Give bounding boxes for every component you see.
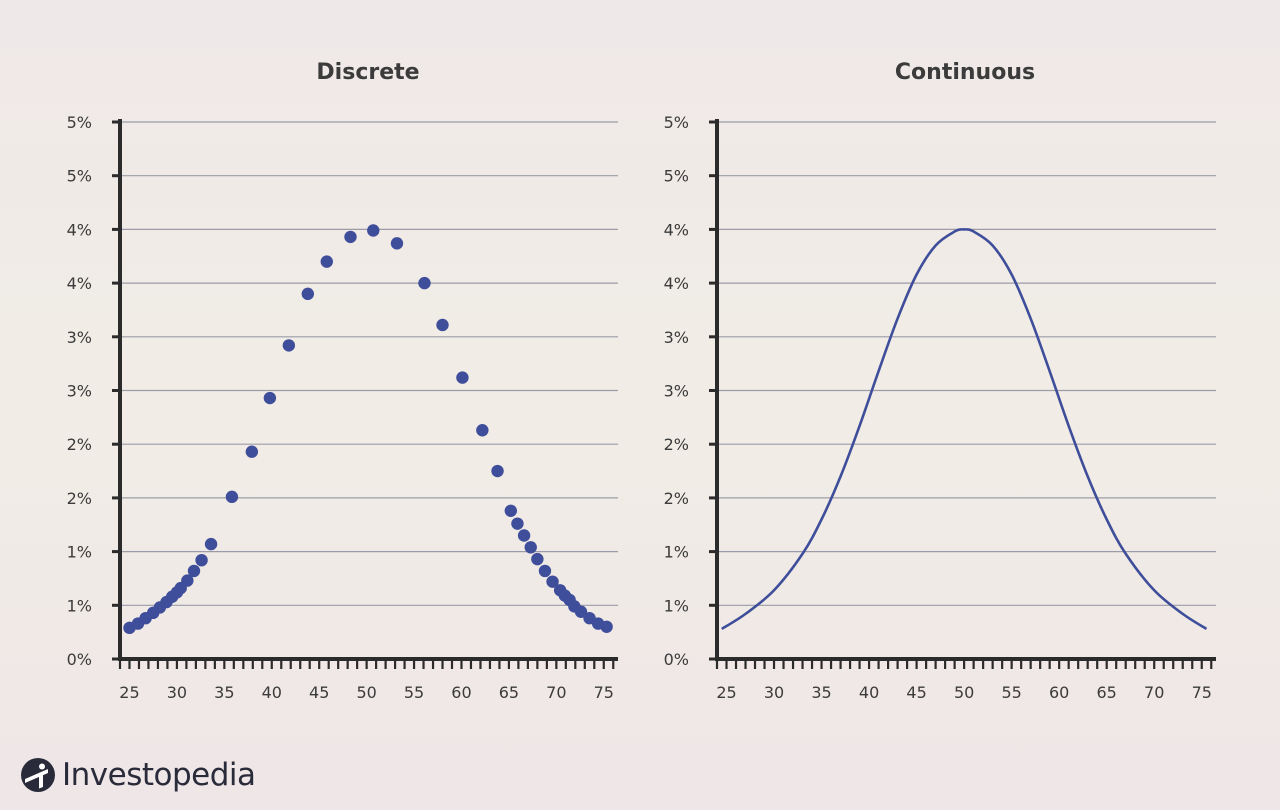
y-tick-label: 5% — [67, 113, 92, 132]
data-point — [538, 564, 552, 578]
data-point — [418, 276, 431, 290]
x-tick-label: 25 — [716, 683, 736, 702]
data-point — [320, 255, 333, 268]
discrete-chart: Discrete 0% 1% 1% 2% 2% 3% 3% 4% 4% 5% 5% 25 30 35 40 45… — [67, 60, 618, 702]
y-tick-label: 5% — [664, 113, 689, 132]
x-tick-label: 65 — [1097, 683, 1117, 702]
data-point — [546, 575, 559, 588]
x-tick-label: 60 — [451, 683, 471, 702]
chart-title: Discrete — [316, 60, 419, 85]
data-point — [531, 552, 544, 566]
x-tick-label: 50 — [954, 683, 974, 702]
data-point — [181, 574, 194, 587]
y-tick-label: 5% — [67, 167, 92, 186]
chart-title: Continuous — [895, 60, 1035, 85]
x-tick-label: 40 — [262, 683, 282, 702]
data-point — [524, 541, 537, 554]
investopedia-logo-text: Investopedia — [62, 757, 256, 793]
series-line — [721, 228, 1208, 631]
y-tick-label: 3% — [664, 382, 689, 401]
x-tick-label: 45 — [309, 683, 329, 702]
data-point — [344, 230, 357, 244]
data-point — [367, 224, 380, 237]
data-point — [436, 318, 449, 332]
x-tick-label: 65 — [499, 683, 519, 702]
x-tick-label: 70 — [1144, 683, 1164, 702]
y-tick-label: 1% — [67, 543, 92, 562]
data-point — [245, 445, 259, 458]
data-point — [511, 517, 524, 530]
y-tick-label: 2% — [67, 435, 92, 454]
y-tick-label: 1% — [67, 596, 92, 615]
data-point — [225, 490, 239, 504]
y-tick-label: 2% — [664, 489, 689, 508]
data-point — [504, 504, 518, 517]
y-tick-label: 4% — [67, 220, 92, 239]
y-tick-label: 5% — [664, 167, 689, 186]
y-tick-label: 3% — [67, 328, 92, 347]
y-tick-label: 1% — [664, 543, 689, 562]
x-tick-label: 50 — [356, 683, 376, 702]
data-point — [301, 287, 315, 301]
y-tick-label: 3% — [67, 382, 92, 401]
data-point — [600, 620, 613, 633]
y-tick-label: 4% — [664, 274, 689, 293]
investopedia-logo-icon — [21, 758, 55, 792]
x-tick-label: 25 — [119, 683, 139, 702]
y-tick-label: 2% — [67, 489, 92, 508]
data-point — [282, 339, 296, 352]
x-tick-label: 30 — [167, 683, 187, 702]
y-tick-label: 4% — [67, 274, 92, 293]
x-tick-label: 40 — [859, 683, 879, 702]
data-point — [263, 391, 277, 405]
y-tick-label: 2% — [664, 435, 689, 454]
data-point — [195, 553, 208, 567]
data-point — [491, 464, 504, 478]
y-tick-label: 3% — [664, 328, 689, 347]
x-tick-label: 75 — [1192, 683, 1212, 702]
x-tick-label: 30 — [764, 683, 784, 702]
x-tick-label: 55 — [404, 683, 424, 702]
data-point — [476, 424, 489, 437]
x-tick-label: 35 — [811, 683, 831, 702]
data-point — [390, 237, 404, 250]
data-point — [517, 529, 531, 542]
x-tick-label: 35 — [214, 683, 234, 702]
investopedia-logo: Investopedia — [20, 755, 256, 795]
y-tick-label: 1% — [664, 596, 689, 615]
continuous-chart: Continuous 0% 1% 1% 2% 2% 3% 3% 4% 4% 5% 5% 25 30 35 40… — [664, 60, 1216, 702]
y-tick-label: 0% — [67, 650, 92, 669]
data-point — [187, 564, 201, 578]
y-tick-label: 0% — [664, 650, 689, 669]
x-tick-label: 45 — [906, 683, 926, 702]
data-point — [574, 605, 588, 618]
y-tick-label: 4% — [664, 220, 689, 239]
x-tick-label: 75 — [594, 683, 614, 702]
data-point — [456, 371, 469, 384]
x-tick-label: 70 — [546, 683, 566, 702]
x-tick-label: 60 — [1049, 683, 1069, 702]
data-point — [204, 537, 218, 551]
x-tick-label: 55 — [1001, 683, 1021, 702]
